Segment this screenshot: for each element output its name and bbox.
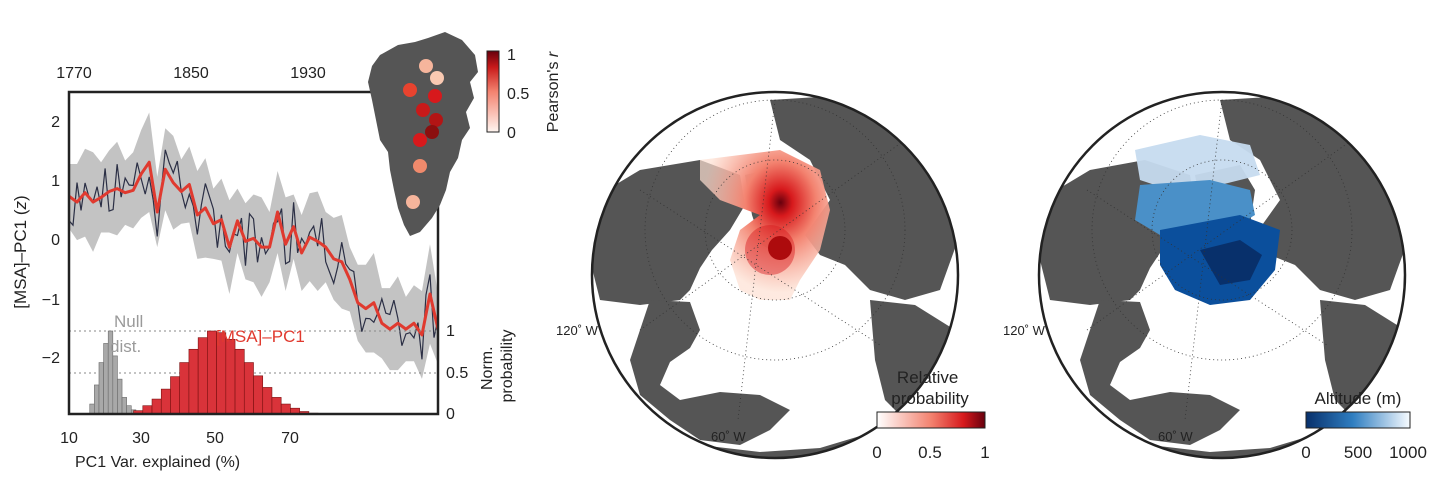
msa-bar (160, 388, 171, 415)
msa-bar (280, 403, 291, 415)
panel-a: 1770 1850 1930 2 1 0 −1 −2 [MSA]–PC1 (z)… (11, 32, 562, 471)
msa-bar (170, 376, 181, 415)
pearson-dot (406, 195, 420, 209)
right-tick: 0 (446, 406, 455, 423)
y-tick: 0 (51, 232, 60, 249)
msa-bar (271, 397, 282, 415)
null-bar (89, 403, 95, 415)
pearson-tick: 1 (507, 47, 516, 64)
y-axis-label: [MSA]–PC1 (z) (11, 195, 30, 308)
lon-label-60w: 60˚ W (1158, 429, 1193, 444)
left-axis: 2 1 0 −1 −2 (42, 114, 60, 367)
y-tick: 2 (51, 114, 60, 131)
top-tick-1930: 1930 (290, 65, 326, 82)
bottom-axis: 10 30 50 70 (60, 430, 299, 447)
x-tick: 30 (132, 430, 150, 447)
msa-bar (197, 337, 208, 415)
pearson-dot (428, 89, 442, 103)
msa-bar (262, 387, 273, 415)
uncertainty-band (69, 112, 438, 379)
msa-bar (243, 362, 254, 415)
pearson-dot (403, 83, 417, 97)
lon-label-60w: 60˚ W (711, 429, 746, 444)
prob-cbar-tick: 1 (980, 443, 989, 462)
y-tick: −1 (42, 292, 60, 309)
altitude-field-upper (1135, 135, 1260, 190)
panel-c: 120˚ W 60˚ W Altitude (m) 0 500 1000 (1003, 90, 1427, 462)
panel-b: 120˚ W 60˚ W Relative probability 0 0.5 … (556, 90, 990, 462)
globe-c-land (1040, 95, 1405, 458)
globe-c-outline (1037, 90, 1407, 460)
null-bar (117, 378, 123, 415)
pearson-dots (403, 59, 444, 209)
msa-bar (188, 348, 199, 415)
pearson-dot (413, 159, 427, 173)
top-tick-1850: 1850 (173, 65, 209, 82)
prob-cbar-tick: 0.5 (918, 443, 942, 462)
null-bar (94, 384, 100, 415)
prob-cbar-tick: 0 (872, 443, 881, 462)
msa-bar (225, 338, 236, 415)
msa-bar (151, 398, 162, 415)
right-tick: 1 (446, 323, 455, 340)
msa-pc1-label: [MSA]–PC1 (216, 327, 305, 346)
null-bar (98, 362, 104, 415)
null-dist-label: Null dist. (110, 312, 148, 356)
globe-b-outline (590, 90, 960, 460)
x-axis-label: PC1 Var. explained (%) (75, 454, 240, 471)
reference-dotted-lines (69, 330, 438, 374)
alt-cbar-tick: 0 (1301, 443, 1310, 462)
pearson-dot (413, 133, 427, 147)
right-axis: 1 0.5 0 (446, 323, 468, 423)
lon-label-120w: 120˚ W (1003, 323, 1046, 338)
alt-colorbar (1305, 411, 1411, 429)
pearson-dot (429, 113, 443, 127)
null-bar (121, 397, 127, 415)
lon-label-120w: 120˚ W (556, 323, 599, 338)
prob-cbar-title: Relative probability (891, 368, 969, 408)
pearson-dot (430, 71, 444, 85)
histogram (89, 330, 319, 415)
pearson-tick: 0.5 (507, 86, 529, 103)
right-tick: 0.5 (446, 365, 468, 382)
alt-cbar-title: Altitude (m) (1315, 389, 1402, 408)
x-tick: 10 (60, 430, 78, 447)
alt-cbar-tick: 500 (1344, 443, 1372, 462)
pearson-dot (416, 103, 430, 117)
pearson-label: Pearson's r (545, 51, 562, 132)
top-axis: 1770 1850 1930 (56, 65, 326, 82)
probability-peak (768, 236, 792, 260)
pearson-colorbar (486, 50, 500, 133)
pearson-tick: 0 (507, 125, 516, 142)
alt-cbar-tick: 1000 (1389, 443, 1427, 462)
raw-series-line (69, 149, 438, 360)
null-bar (112, 355, 118, 415)
x-tick: 70 (281, 430, 299, 447)
y-tick: −2 (42, 350, 60, 367)
prob-colorbar (876, 411, 986, 429)
y-tick: 1 (51, 173, 60, 190)
x-tick: 50 (206, 430, 224, 447)
pearson-dot (425, 125, 439, 139)
top-tick-1770: 1770 (56, 65, 92, 82)
msa-bar (234, 348, 245, 415)
plot-frame (67, 90, 440, 416)
greenland-inset: 1 0.5 0 Pearson's r (368, 32, 562, 236)
null-bar (103, 343, 109, 415)
smoothed-line (69, 160, 438, 337)
pearson-dot (419, 59, 433, 73)
smoothed-series-line (69, 160, 438, 337)
msa-bar (253, 375, 264, 415)
right-axis-label: Norm. probability (479, 330, 516, 403)
msa-bar (179, 362, 190, 415)
probability-field (700, 150, 830, 300)
raw-line (69, 149, 438, 360)
band-area (69, 112, 438, 379)
